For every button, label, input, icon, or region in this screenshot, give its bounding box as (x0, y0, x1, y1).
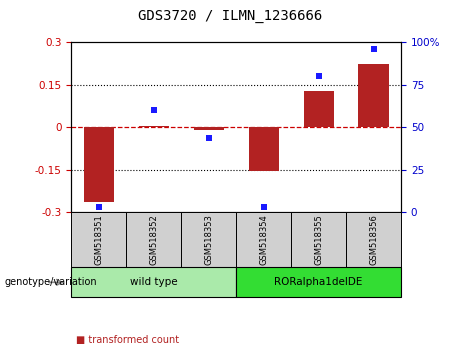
Text: GSM518352: GSM518352 (149, 215, 159, 265)
Bar (346, 212, 401, 267)
Text: GSM518351: GSM518351 (95, 215, 103, 265)
Bar (71, 212, 126, 267)
Bar (126, 212, 181, 267)
Text: GSM518353: GSM518353 (204, 215, 213, 265)
Bar (291, 212, 346, 267)
Bar (303, 91, 334, 127)
Text: RORalpha1delDE: RORalpha1delDE (274, 277, 363, 287)
Bar (248, 127, 279, 171)
Bar (236, 267, 401, 297)
Bar (181, 212, 236, 267)
Text: ■ transformed count: ■ transformed count (76, 335, 179, 345)
Bar (194, 127, 224, 130)
Bar (84, 127, 114, 202)
Text: genotype/variation: genotype/variation (5, 277, 97, 287)
Bar (139, 126, 169, 127)
Text: GSM518356: GSM518356 (369, 215, 378, 265)
Text: wild type: wild type (130, 277, 177, 287)
Text: GDS3720 / ILMN_1236666: GDS3720 / ILMN_1236666 (138, 9, 323, 23)
Text: GSM518355: GSM518355 (314, 215, 323, 265)
Bar (236, 212, 291, 267)
Bar (359, 64, 389, 127)
Text: GSM518354: GSM518354 (259, 215, 268, 265)
Bar (71, 267, 236, 297)
